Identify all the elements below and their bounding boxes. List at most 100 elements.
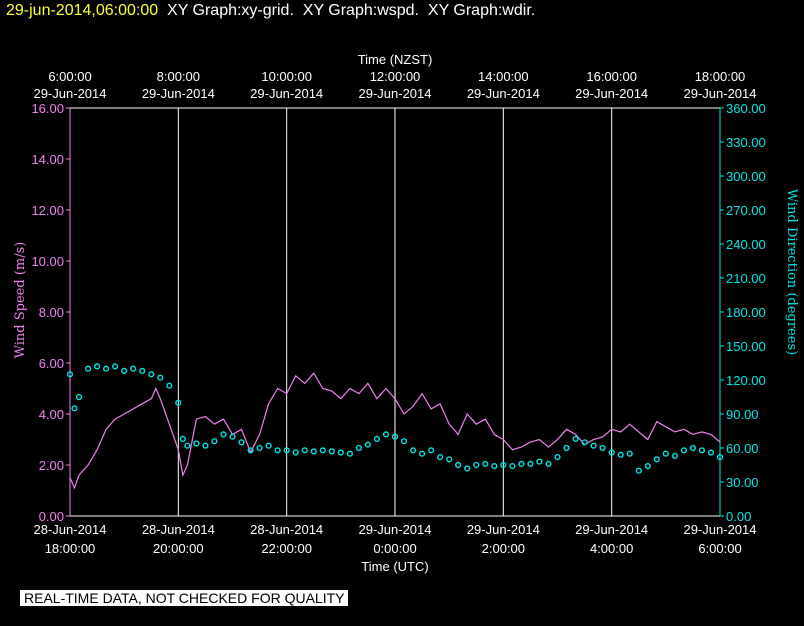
- wind-direction-point: [400, 438, 408, 445]
- right-tick-label: 150.00: [726, 339, 766, 354]
- right-tick-label: 90.00: [726, 407, 759, 422]
- right-axis-label: Wind Direction (degrees): [784, 189, 799, 355]
- wind-direction-point: [102, 365, 110, 372]
- wind-direction-point: [391, 433, 399, 440]
- wind-direction-point: [292, 449, 299, 456]
- wind-direction-point: [644, 463, 651, 470]
- left-axis-ticks: 0.00 2.00 4.00 6.00 8.00 10.00 12.00 14.00 16.00: [31, 101, 70, 524]
- top-tick-time: 8:00:00: [157, 69, 200, 84]
- wind-direction-point: [428, 447, 435, 454]
- wind-direction-point: [716, 454, 724, 461]
- wind-direction-point: [698, 447, 706, 454]
- bottom-tick-date: 29-Jun-2014: [684, 522, 757, 537]
- wind-direction-point: [527, 460, 534, 468]
- wind-direction-point: [635, 467, 642, 474]
- wind-direction-point: [179, 435, 186, 443]
- left-axis-label: Wind Speed (m/s): [13, 242, 28, 359]
- top-tick-time: 10:00:00: [261, 69, 312, 84]
- bottom-tick-time: 18:00:00: [45, 541, 96, 556]
- bottom-tick-time: 20:00:00: [153, 541, 204, 556]
- wind-direction-point: [590, 442, 597, 449]
- left-tick-label: 12.00: [31, 203, 64, 218]
- wind-direction-point: [328, 448, 335, 455]
- wind-direction-point: [319, 447, 326, 454]
- wind-direction-point: [265, 442, 272, 449]
- wind-direction-point: [220, 431, 227, 438]
- right-tick-label: 60.00: [726, 441, 759, 456]
- bottom-tick-time: 0:00:00: [373, 541, 416, 556]
- bottom-tick-date: 28-Jun-2014: [250, 522, 323, 537]
- wind-direction-point: [608, 449, 615, 456]
- right-tick-label: 30.00: [726, 475, 759, 490]
- wind-direction-point: [500, 461, 507, 469]
- wind-direction-point: [437, 454, 444, 461]
- wind-direction-point: [464, 465, 471, 472]
- graph-name-wspd: XY Graph:wspd.: [302, 2, 419, 19]
- bottom-tick-time: 22:00:00: [261, 541, 312, 556]
- wind-direction-point: [193, 440, 200, 447]
- wind-direction-point: [536, 458, 543, 465]
- left-tick-label: 14.00: [31, 152, 64, 167]
- bottom-tick-time: 4:00:00: [590, 541, 633, 556]
- wind-direction-point: [626, 450, 633, 457]
- top-tick-date: 29-Jun-2014: [250, 86, 323, 101]
- wind-direction-point: [599, 444, 606, 452]
- wind-direction-point: [130, 365, 137, 372]
- wind-direction-point: [202, 442, 209, 449]
- top-tick-time: 18:00:00: [695, 69, 746, 84]
- bottom-tick-date: 28-Jun-2014: [142, 522, 215, 537]
- wind-direction-point: [355, 444, 363, 452]
- wind-direction-point: [121, 367, 128, 375]
- right-tick-label: 240.00: [726, 237, 766, 252]
- wind-direction-point: [247, 447, 254, 454]
- wind-direction-point: [563, 444, 570, 452]
- right-tick-label: 0.00: [726, 509, 751, 524]
- top-tick-date: 29-Jun-2014: [684, 86, 757, 101]
- top-tick-date: 29-Jun-2014: [34, 86, 107, 101]
- top-tick-date: 29-Jun-2014: [575, 86, 648, 101]
- bottom-axis-ticks: 28-Jun-2014 18:00:00 28-Jun-2014 20:00:00 28…: [34, 522, 757, 556]
- wind-direction-point: [229, 433, 236, 440]
- bottom-tick-date: 29-Jun-2014: [359, 522, 432, 537]
- wind-direction-series: [66, 363, 724, 474]
- left-tick-label: 10.00: [31, 254, 64, 269]
- wind-direction-point: [382, 431, 390, 438]
- graph-header: 29-jun-2014,06:00:00 XY Graph:xy-grid. X…: [6, 2, 535, 20]
- wind-direction-point: [410, 447, 417, 454]
- wind-direction-point: [93, 363, 101, 370]
- wind-direction-point: [581, 439, 588, 446]
- wind-direction-point: [184, 442, 191, 449]
- right-tick-label: 330.00: [726, 135, 766, 150]
- left-tick-label: 6.00: [39, 356, 64, 371]
- wind-direction-point: [572, 435, 579, 443]
- wind-direction-point: [274, 447, 281, 454]
- wind-direction-point: [554, 454, 561, 461]
- wind-direction-point: [84, 365, 92, 372]
- bottom-tick-date: 28-Jun-2014: [34, 522, 107, 537]
- wind-direction-point: [66, 371, 74, 378]
- wind-direction-point: [211, 438, 218, 445]
- right-axis-ticks: 0.00 30.00 60.00 90.00 120.00 150.00 180.00 210…: [720, 101, 766, 524]
- wind-direction-point: [662, 450, 669, 457]
- graph-name-grid: XY Graph:xy-grid.: [167, 2, 294, 19]
- vertical-grid: [177, 108, 613, 516]
- top-tick-time: 16:00:00: [586, 69, 637, 84]
- bottom-tick-date: 29-Jun-2014: [467, 522, 540, 537]
- wind-direction-point: [482, 460, 489, 468]
- graph-name-wdir: XY Graph:wdir.: [427, 2, 536, 19]
- wind-direction-point: [689, 444, 697, 452]
- bottom-axis-label: Time (UTC): [361, 559, 428, 574]
- left-tick-label: 2.00: [39, 458, 64, 473]
- timestamp: 29-jun-2014,06:00:00: [6, 2, 159, 19]
- wind-direction-point: [166, 382, 173, 389]
- wind-direction-point: [446, 456, 453, 463]
- wind-direction-point: [545, 460, 552, 468]
- top-tick-time: 12:00:00: [370, 69, 421, 84]
- wind-direction-point: [509, 463, 516, 470]
- wind-direction-point: [671, 452, 679, 460]
- top-axis-ticks: 6:00:00 29-Jun-2014 8:00:00 29-Jun-2014 10:0…: [34, 69, 757, 101]
- wind-direction-point: [518, 460, 525, 468]
- top-tick-time: 6:00:00: [48, 69, 91, 84]
- wind-direction-point: [473, 461, 480, 469]
- wind-direction-point: [491, 463, 498, 470]
